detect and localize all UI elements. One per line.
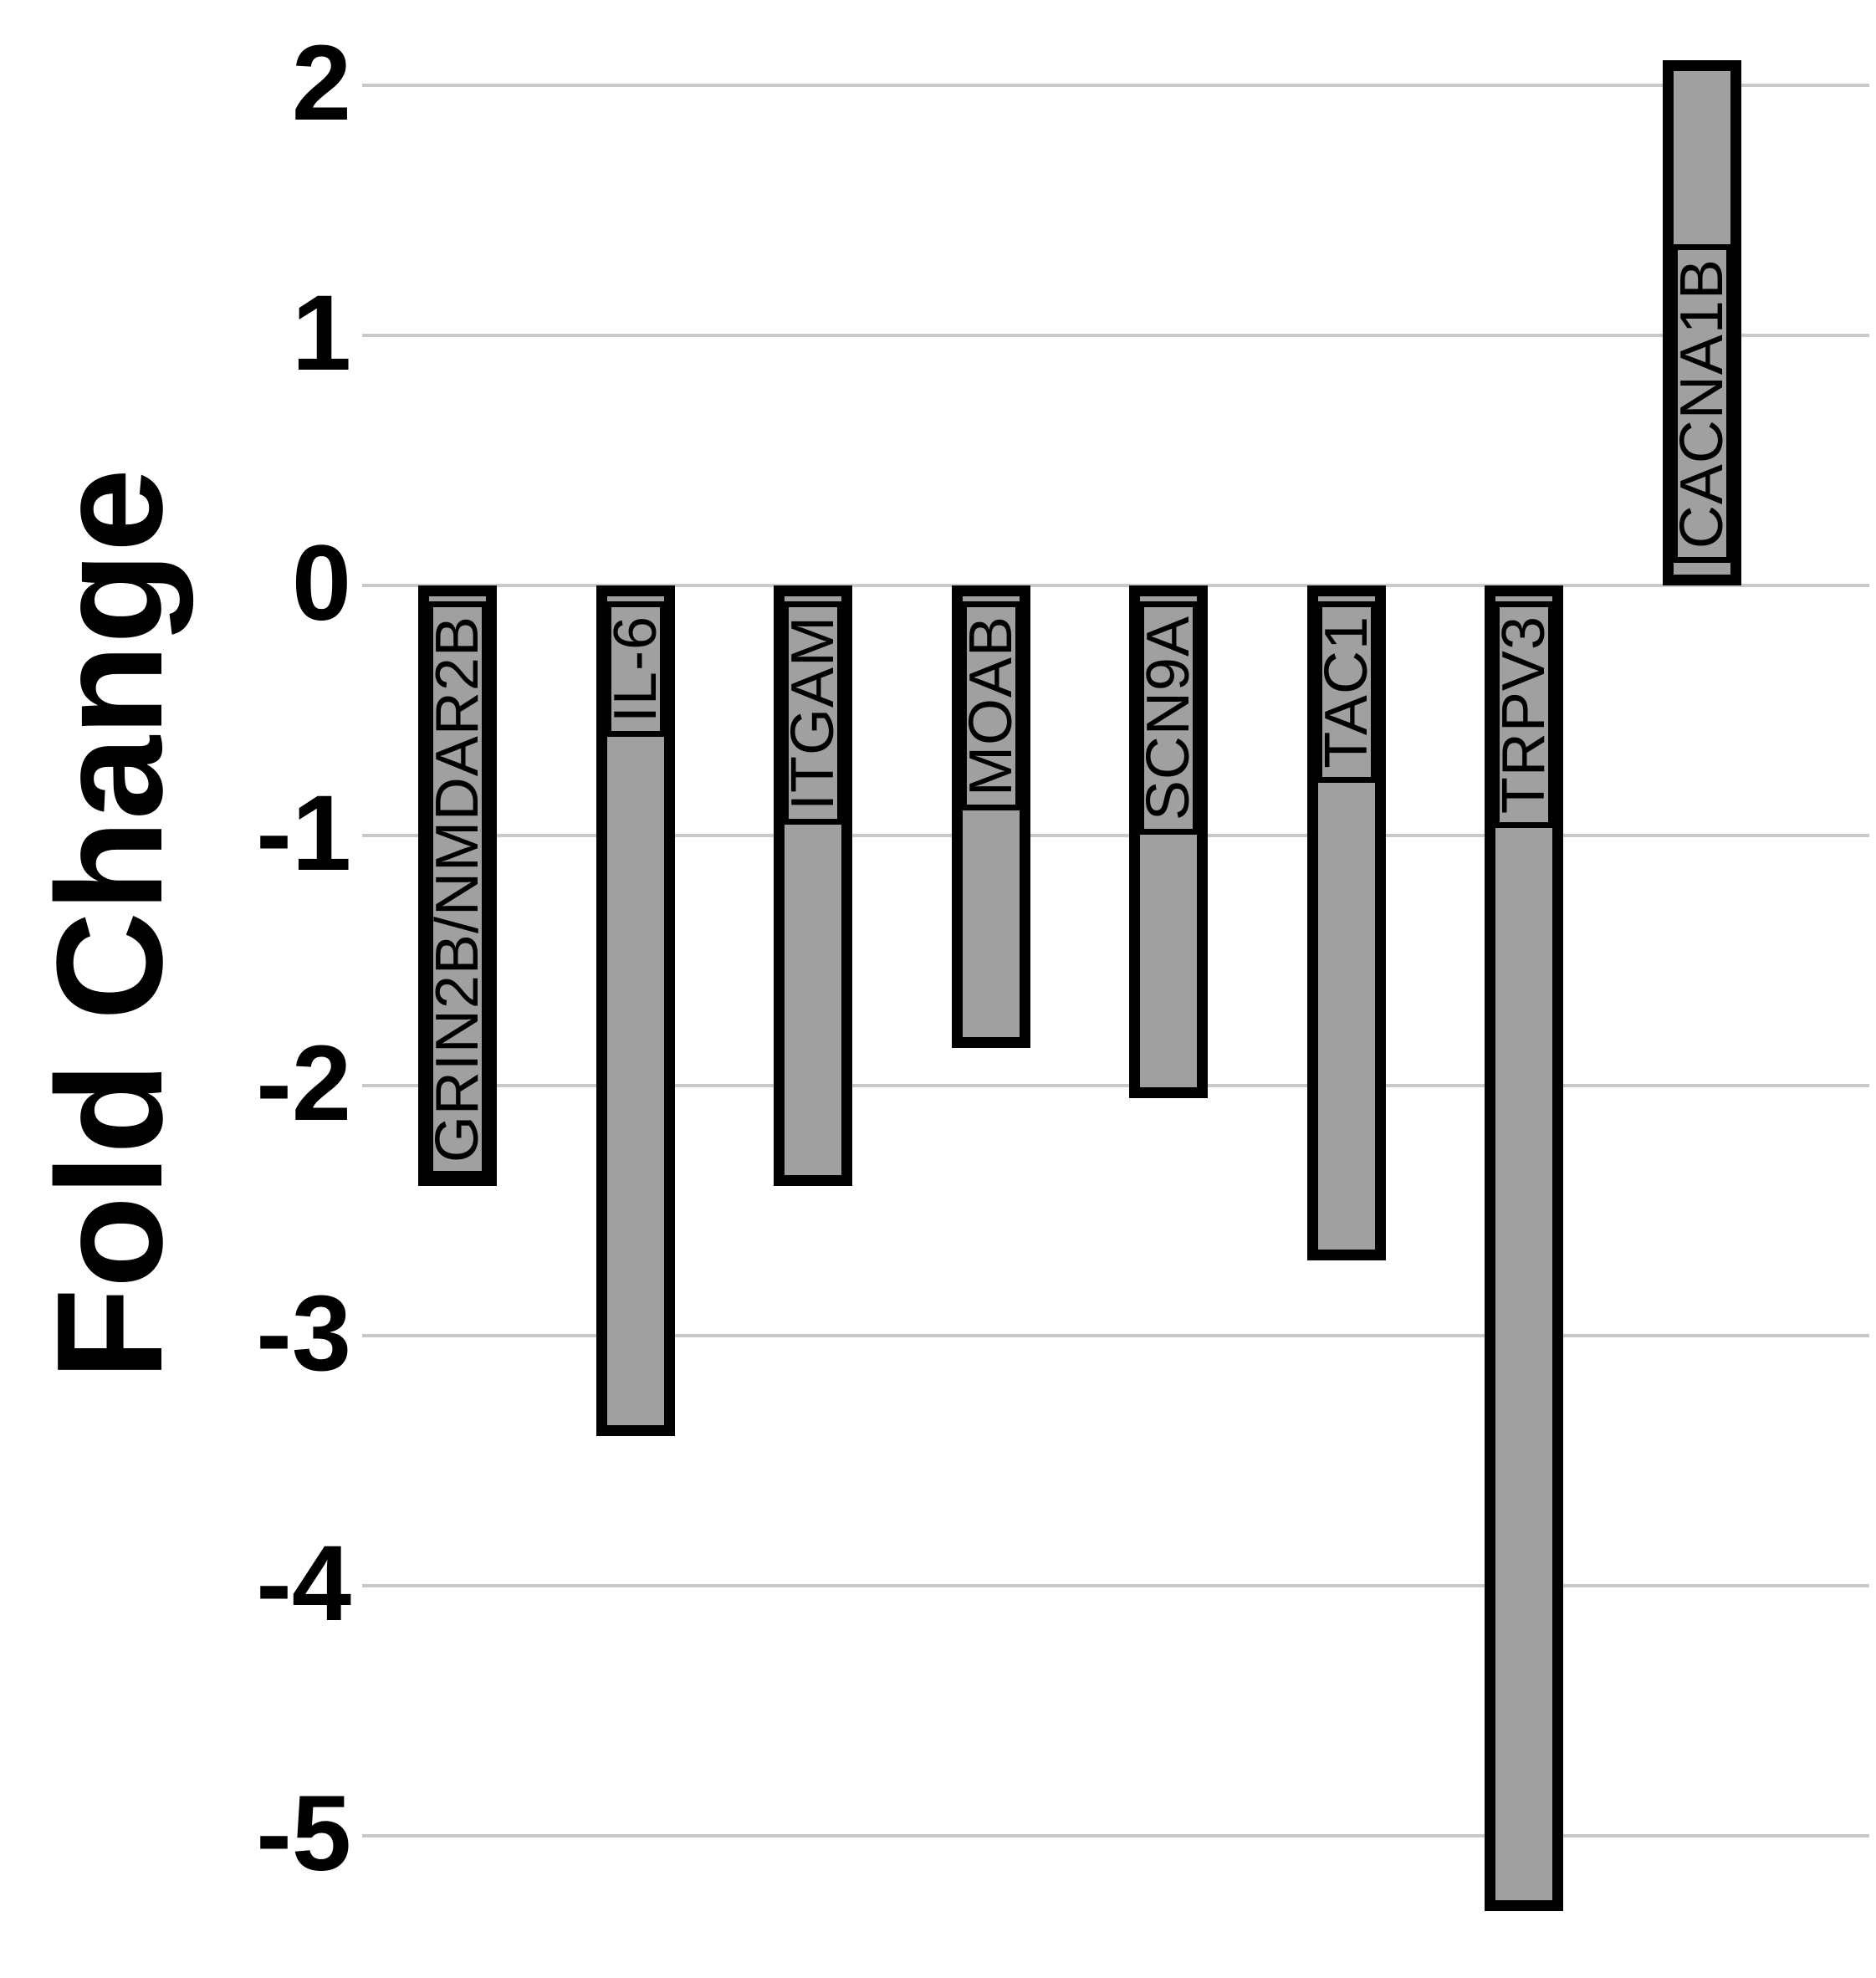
bar-IL-6: IL-6 <box>596 585 675 1436</box>
bar-label: TRPV3 <box>1490 616 1557 815</box>
y-tick-label: -3 <box>256 1274 351 1393</box>
bar-TRPV3: TRPV3 <box>1485 585 1563 1911</box>
bar-label-box: MOAB <box>958 601 1025 811</box>
y-tick-label: -4 <box>256 1524 351 1643</box>
gridline-y--4 <box>362 1584 1869 1587</box>
gridline-y--1 <box>362 834 1869 837</box>
bar-label-box: GRIN2B/NMDAR2B <box>424 601 491 1178</box>
bar-label: TAC1 <box>1313 616 1380 769</box>
y-tick-label: 1 <box>291 273 351 393</box>
bar-label-box: CACNA1B <box>1669 243 1735 563</box>
bar-label: ITGAM <box>780 616 846 810</box>
y-tick-label: -2 <box>256 1024 351 1143</box>
gridline-y--5 <box>362 1834 1869 1837</box>
bar-SCN9A: SCN9A <box>1129 585 1208 1098</box>
bar-label: IL-6 <box>602 616 669 723</box>
gridline-y-1 <box>362 334 1869 337</box>
gridline-y-0 <box>362 584 1869 587</box>
bar-label: CACNA1B <box>1669 258 1735 549</box>
bar-label-box: IL-6 <box>602 601 669 738</box>
bar-label-box: ITGAM <box>780 601 846 825</box>
bar-ITGAM: ITGAM <box>774 585 852 1186</box>
bar-MOAB: MOAB <box>952 585 1030 1048</box>
y-tick-label: -1 <box>256 774 351 893</box>
gridline-y--2 <box>362 1084 1869 1087</box>
bar-label-box: SCN9A <box>1135 601 1202 836</box>
gridline-y-2 <box>362 84 1869 87</box>
bar-GRIN2B/NMDAR2B: GRIN2B/NMDAR2B <box>418 585 497 1186</box>
bar-label: SCN9A <box>1135 616 1202 821</box>
y-tick-label: -5 <box>256 1774 351 1894</box>
bar-label-box: TRPV3 <box>1490 601 1557 829</box>
y-tick-label: 2 <box>291 23 351 143</box>
bar-TAC1: TAC1 <box>1307 585 1386 1260</box>
bar-label-box: TAC1 <box>1313 601 1380 783</box>
y-tick-label: 0 <box>291 524 351 643</box>
bar-CACNA1B: CACNA1B <box>1663 60 1741 585</box>
gridline-y--3 <box>362 1334 1869 1337</box>
bar-label: GRIN2B/NMDAR2B <box>424 616 491 1163</box>
bar-label: MOAB <box>958 616 1025 797</box>
